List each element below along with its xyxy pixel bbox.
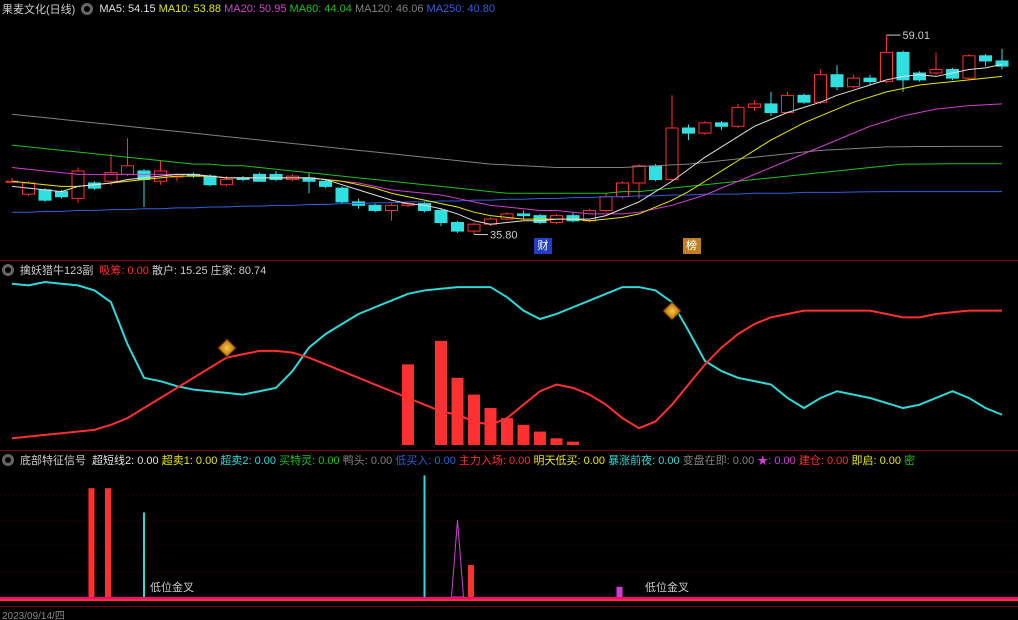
indicator-label: 变盘在即: 0.00 xyxy=(683,455,755,467)
footer-date: 2023/09/14/四 xyxy=(0,606,1018,620)
panel2-header: 擒妖猎牛123副 吸筹: 0.00 散户: 15.25 庄家: 80.74 xyxy=(2,262,266,278)
indicator-label: 主力入场: 0.00 xyxy=(459,455,531,467)
indicator-label: 超卖1: 0.00 xyxy=(162,455,218,467)
indicator-label: 明天低买: 0.00 xyxy=(533,455,605,467)
stock-title: 果麦文化(日线) xyxy=(2,1,75,17)
ma-label: MA20: 50.95 xyxy=(224,3,286,15)
gear-icon[interactable] xyxy=(81,3,93,15)
indicator-label: 即启: 0.00 xyxy=(851,455,901,467)
indicator-label: 暴涨前夜: 0.00 xyxy=(608,455,680,467)
svg-text:低位金叉: 低位金叉 xyxy=(150,580,194,594)
chart-badge: 榜 xyxy=(683,238,701,254)
main-chart-panel: 果麦文化(日线) MA5: 54.15 MA10: 53.88 MA20: 50… xyxy=(0,0,1018,260)
indicator-chart-3[interactable]: 低位金叉 低位金叉 xyxy=(0,451,1018,611)
date-text: 2023/09/14/四 xyxy=(2,611,65,620)
panel1-header: 果麦文化(日线) MA5: 54.15 MA10: 53.88 MA20: 50… xyxy=(2,1,495,17)
ma-label: MA5: 54.15 xyxy=(99,3,155,15)
indicator-label: 散户: 15.25 xyxy=(152,265,208,277)
panel2-labels: 吸筹: 0.00 散户: 15.25 庄家: 80.74 xyxy=(99,262,266,278)
indicator-chart-2[interactable] xyxy=(0,261,1018,451)
ma-labels-container: MA5: 54.15 MA10: 53.88 MA20: 50.95 MA60:… xyxy=(99,3,495,15)
indicator-label: 超短线2: 0.00 xyxy=(92,455,159,467)
ma-label: MA250: 40.80 xyxy=(427,3,496,15)
ma-label: MA10: 53.88 xyxy=(159,3,221,15)
svg-text:低位金叉: 低位金叉 xyxy=(645,580,689,594)
indicator-label: 低买入: 0.00 xyxy=(395,455,456,467)
candlestick-chart[interactable]: 59.01 35.80 xyxy=(0,0,1018,260)
ma-label: MA120: 46.06 xyxy=(355,3,424,15)
gear-icon[interactable] xyxy=(2,454,14,466)
ma-label: MA60: 44.04 xyxy=(290,3,352,15)
indicator-panel-3: 底部特征信号 超短线2: 0.00 超卖1: 0.00 超卖2: 0.00 买特… xyxy=(0,450,1018,610)
svg-text:59.01: 59.01 xyxy=(903,30,931,42)
panel3-header: 底部特征信号 超短线2: 0.00 超卖1: 0.00 超卖2: 0.00 买特… xyxy=(2,452,915,468)
indicator-label: ★: 0.00 xyxy=(757,455,796,467)
indicator-label: 超卖2: 0.00 xyxy=(220,455,276,467)
indicator-label: 建仓: 0.00 xyxy=(799,455,849,467)
indicator-panel-2: 擒妖猎牛123副 吸筹: 0.00 散户: 15.25 庄家: 80.74 xyxy=(0,260,1018,450)
chart-badge: 财 xyxy=(534,238,552,254)
svg-text:35.80: 35.80 xyxy=(490,230,518,242)
indicator-label: 庄家: 80.74 xyxy=(211,265,267,277)
indicator-label: 吸筹: 0.00 xyxy=(99,265,149,277)
panel2-title: 擒妖猎牛123副 xyxy=(20,262,93,278)
panel3-labels: 超短线2: 0.00 超卖1: 0.00 超卖2: 0.00 买特灵: 0.00… xyxy=(92,452,915,468)
indicator-label: 鸭头: 0.00 xyxy=(343,455,393,467)
panel3-title: 底部特征信号 xyxy=(20,452,86,468)
indicator-label: 买特灵: 0.00 xyxy=(279,455,340,467)
gear-icon[interactable] xyxy=(2,264,14,276)
indicator-label: 密 xyxy=(904,455,915,467)
